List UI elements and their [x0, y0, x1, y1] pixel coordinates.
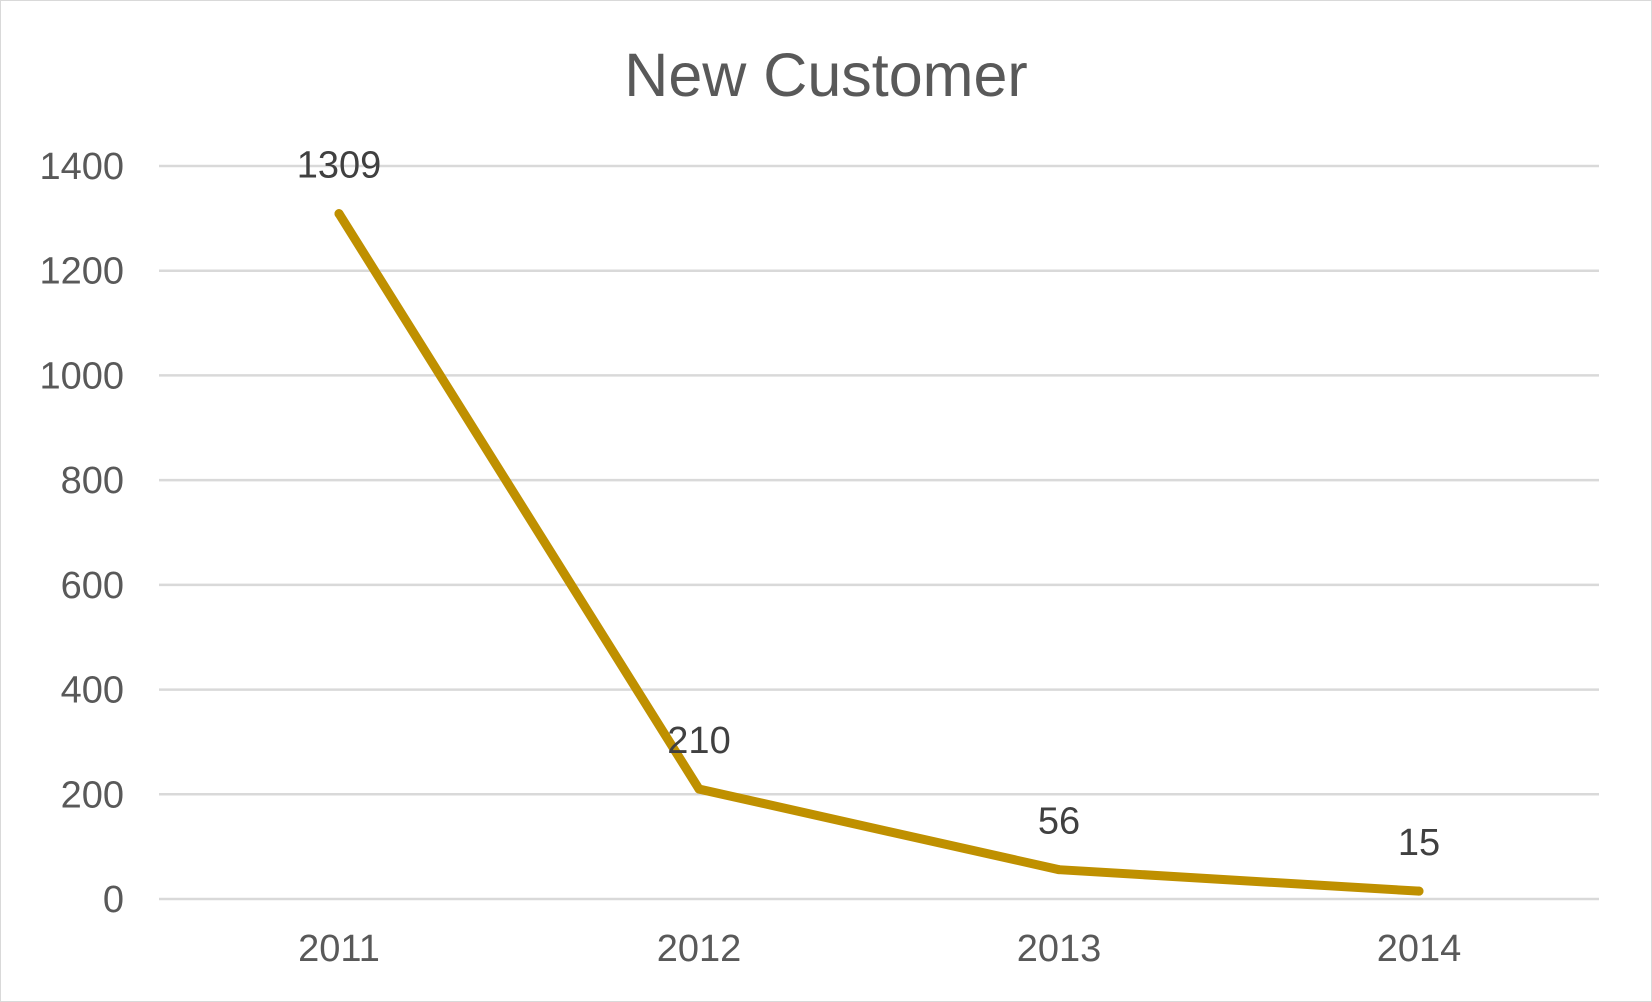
x-tick-label-2013: 2013 [1017, 928, 1102, 970]
y-tick-label-400: 400 [61, 670, 124, 712]
chart-title: New Customer [624, 41, 1027, 109]
gridlines [159, 164, 1599, 901]
series-lines [334, 209, 1424, 896]
y-tick-label-1200: 1200 [39, 251, 124, 293]
y-tick-label-1000: 1000 [39, 355, 124, 397]
y-tick-label-600: 600 [61, 565, 124, 607]
data-labels: 1309 210 56 15 [297, 145, 1440, 865]
data-point-2011 [334, 209, 344, 219]
data-label-2011: 1309 [297, 145, 382, 187]
x-tick-label-2014: 2014 [1377, 928, 1462, 970]
data-label-2013: 56 [1038, 801, 1080, 843]
y-tick-label-1400: 1400 [39, 146, 124, 188]
series-line-0 [334, 209, 1424, 896]
data-label-2012: 210 [667, 720, 730, 762]
data-label-2014: 15 [1398, 822, 1440, 864]
x-tick-label-2011: 2011 [298, 928, 380, 970]
x-axis-tick-labels: 2011 2012 2013 2014 [298, 928, 1461, 970]
x-tick-label-2012: 2012 [657, 928, 742, 970]
y-tick-label-0: 0 [103, 879, 124, 921]
y-tick-label-800: 800 [61, 460, 124, 502]
data-point-2012 [694, 784, 704, 794]
y-tick-label-200: 200 [61, 774, 124, 816]
y-axis-tick-labels: 0 200 400 600 800 1000 1200 1400 [39, 146, 124, 921]
data-point-2013 [1054, 865, 1064, 875]
data-point-2014 [1414, 886, 1424, 896]
